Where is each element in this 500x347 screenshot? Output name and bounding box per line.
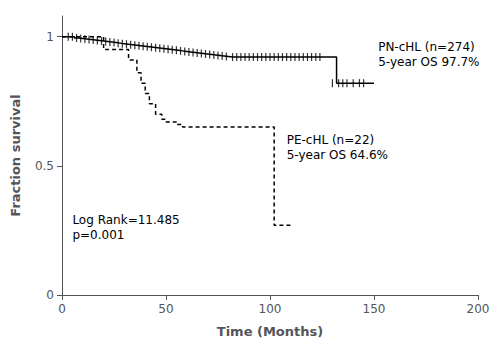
svg-text:200: 200 (467, 302, 490, 316)
svg-text:1: 1 (46, 30, 54, 44)
svg-text:PE-cHL (n=22): PE-cHL (n=22) (287, 133, 375, 147)
svg-text:0.5: 0.5 (35, 159, 54, 173)
svg-text:100: 100 (259, 302, 282, 316)
svg-text:50: 50 (158, 302, 173, 316)
svg-text:Fraction survival: Fraction survival (8, 94, 23, 216)
svg-text:0: 0 (46, 288, 54, 302)
svg-text:150: 150 (363, 302, 386, 316)
svg-text:Time (Months): Time (Months) (217, 324, 323, 339)
svg-text:0: 0 (58, 302, 66, 316)
svg-text:5-year OS 97.7%: 5-year OS 97.7% (378, 55, 479, 69)
svg-text:p=0.001: p=0.001 (72, 228, 124, 242)
svg-text:5-year OS 64.6%: 5-year OS 64.6% (287, 148, 388, 162)
svg-text:PN-cHL (n=274): PN-cHL (n=274) (378, 40, 475, 54)
svg-text:Log Rank=11.485: Log Rank=11.485 (72, 213, 179, 227)
